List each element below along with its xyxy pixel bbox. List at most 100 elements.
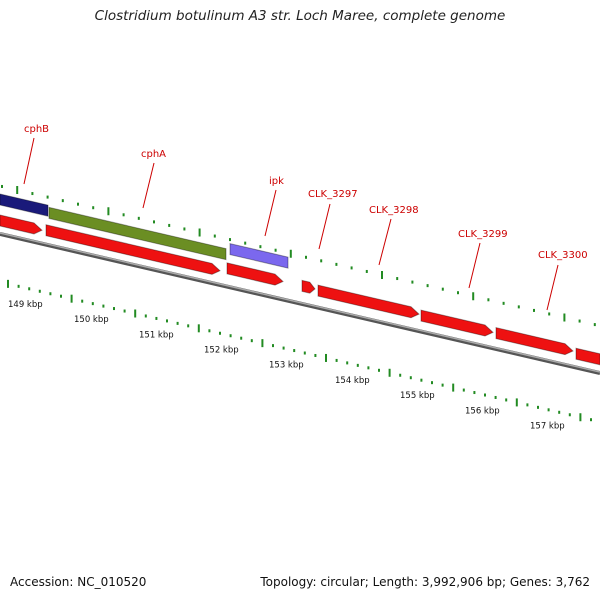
gene-ipk: [229, 242, 289, 269]
minor-tick: [411, 280, 414, 284]
minor-tick: [81, 299, 84, 303]
major-tick: [289, 249, 292, 258]
minor-tick: [399, 373, 402, 377]
minor-tick: [153, 220, 155, 224]
major-tick: [107, 207, 110, 216]
minor-tick: [346, 361, 349, 365]
minor-tick: [457, 291, 459, 295]
minor-tick: [484, 393, 486, 397]
minor-tick: [77, 202, 79, 206]
minor-tick: [92, 206, 95, 210]
minor-tick: [49, 292, 52, 296]
minor-tick: [250, 339, 253, 343]
minor-tick: [548, 312, 551, 316]
major-tick: [381, 271, 383, 280]
minor-tick: [303, 351, 306, 355]
minor-tick: [547, 408, 550, 412]
minor-tick: [378, 368, 380, 372]
cds-arrow: [420, 309, 494, 337]
gene-cphA: [48, 206, 227, 261]
major-tick: [134, 309, 137, 318]
minor-tick: [335, 262, 338, 266]
minor-tick: [123, 309, 126, 313]
cds-arrow: [0, 214, 43, 235]
minor-tick: [282, 346, 285, 350]
minor-tick: [229, 238, 231, 242]
label-leader-line: [378, 218, 392, 266]
scale-labels: 149 kbp 150 kbp 151 kbp 152 kbp 153 kbp 154 k…: [8, 300, 565, 432]
cds-arrow: [226, 262, 284, 286]
upper-tick-track: [1, 184, 596, 327]
minor-tick: [113, 307, 115, 311]
minor-tick: [558, 410, 561, 414]
minor-tick: [367, 366, 370, 370]
major-tick: [198, 228, 201, 237]
label-leader-line: [318, 203, 331, 250]
minor-tick: [420, 378, 423, 382]
minor-tick: [396, 277, 399, 281]
minor-tick: [91, 302, 94, 306]
major-tick: [452, 383, 455, 392]
minor-tick: [365, 269, 368, 273]
major-tick: [261, 339, 264, 348]
minor-tick: [426, 284, 429, 288]
map-title: Clostridium botulinum A3 str. Loch Maree…: [94, 8, 506, 24]
scale-label: 156 kbp: [465, 406, 500, 416]
minor-tick: [155, 316, 158, 320]
cds-arrow: [317, 284, 420, 319]
minor-tick: [409, 376, 412, 380]
minor-tick: [462, 388, 465, 392]
gene-label-CLK_3299: CLK_3299: [458, 229, 508, 240]
scale-label: 149 kbp: [8, 300, 43, 310]
gene-cphB: [0, 193, 49, 217]
minor-tick: [137, 216, 140, 220]
major-tick: [16, 186, 19, 195]
label-leader-line: [142, 162, 155, 209]
gene-label-cphB: cphB: [24, 124, 49, 135]
scale-label: 151 kbp: [139, 330, 174, 340]
minor-tick: [122, 213, 125, 217]
gene-label-CLK_3297: CLK_3297: [308, 189, 358, 200]
minor-tick: [431, 381, 433, 385]
minor-tick: [176, 321, 179, 325]
scale-label: 157 kbp: [530, 421, 565, 431]
minor-tick: [187, 324, 190, 328]
label-leaders: cphB cphA ipk CLK_3297 CLK_3298 CLK_3299 CLK_3…: [23, 124, 588, 311]
lower-tick-track: [7, 279, 592, 422]
minor-tick: [31, 192, 34, 196]
major-tick: [197, 324, 200, 333]
minor-tick: [473, 391, 476, 395]
minor-tick: [505, 398, 508, 402]
label-leader-line: [264, 189, 277, 237]
scale-label: 154 kbp: [335, 376, 370, 386]
minor-tick: [60, 294, 62, 298]
minor-tick: [17, 284, 20, 288]
minor-tick: [219, 331, 221, 335]
summary-text: Topology: circular; Length: 3,992,906 bp…: [260, 575, 590, 589]
minor-tick: [494, 395, 497, 399]
minor-tick: [293, 349, 296, 353]
major-tick: [515, 398, 518, 407]
gene-label-CLK_3300: CLK_3300: [538, 250, 588, 261]
minor-tick: [593, 323, 596, 327]
scale-label: 152 kbp: [204, 346, 239, 356]
minor-tick: [144, 314, 147, 318]
label-leader-line: [23, 137, 35, 185]
backbone-line-highlight: [0, 232, 600, 373]
scale-label: 155 kbp: [400, 391, 435, 401]
minor-tick: [166, 319, 168, 323]
minor-tick: [183, 227, 186, 231]
major-tick: [563, 313, 566, 322]
minor-tick: [305, 255, 307, 259]
minor-tick: [502, 301, 505, 305]
minor-tick: [259, 245, 262, 249]
major-tick: [579, 413, 582, 422]
label-leader-line: [546, 264, 559, 311]
minor-tick: [28, 287, 31, 291]
scale-label: 153 kbp: [269, 361, 304, 371]
minor-tick: [240, 336, 243, 340]
minor-tick: [590, 418, 592, 422]
minor-tick: [229, 334, 232, 338]
backbone-line: [0, 232, 600, 375]
